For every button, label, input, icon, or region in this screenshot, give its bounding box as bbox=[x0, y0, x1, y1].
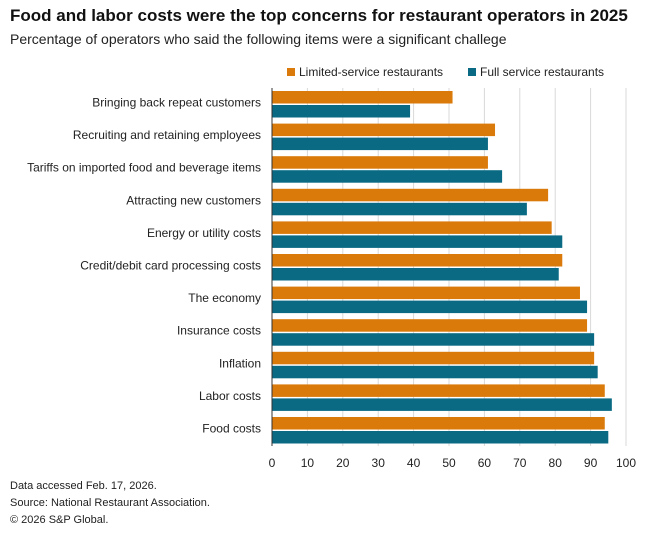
category-labels: Bringing back repeat customers Recruiting… bbox=[27, 96, 261, 436]
bar-limited-service bbox=[272, 384, 605, 397]
bar-full-service bbox=[272, 170, 503, 183]
bar-layer bbox=[272, 91, 612, 444]
bar-full-service bbox=[272, 137, 488, 151]
x-tick-label: 80 bbox=[549, 456, 563, 470]
bar-full-service bbox=[272, 431, 609, 444]
x-tick-label: 0 bbox=[269, 456, 276, 470]
chart-subtitle: Percentage of operators who said the fol… bbox=[10, 31, 507, 47]
bar-limited-service bbox=[272, 286, 580, 300]
category-label: Bringing back repeat customers bbox=[92, 96, 261, 110]
category-label: Tariffs on imported food and beverage it… bbox=[27, 161, 261, 175]
bar-limited-service bbox=[272, 188, 549, 202]
bar-full-service bbox=[272, 202, 527, 216]
x-tick-label: 30 bbox=[372, 456, 386, 470]
legend-label-limited: Limited-service restaurants bbox=[299, 65, 443, 79]
x-tick-label: 60 bbox=[478, 456, 492, 470]
bar-limited-service bbox=[272, 254, 563, 267]
bar-limited-service bbox=[272, 417, 605, 430]
category-label: Credit/debit card processing costs bbox=[80, 259, 261, 273]
category-label: Inflation bbox=[219, 356, 261, 370]
bar-full-service bbox=[272, 268, 559, 281]
bar-full-service bbox=[272, 398, 612, 411]
footer-copyright: © 2026 S&P Global. bbox=[10, 514, 109, 526]
x-tick-label: 90 bbox=[584, 456, 598, 470]
x-tick-label: 40 bbox=[407, 456, 421, 470]
bar-limited-service bbox=[272, 91, 453, 104]
x-tick-label: 20 bbox=[336, 456, 350, 470]
x-tick-label: 10 bbox=[301, 456, 315, 470]
chart-title: Food and labor costs were the top concer… bbox=[10, 6, 628, 25]
category-label: Labor costs bbox=[199, 389, 261, 403]
bar-full-service bbox=[272, 300, 588, 314]
category-label: Attracting new customers bbox=[126, 193, 261, 207]
footer-source: Source: National Restaurant Association. bbox=[10, 497, 210, 509]
bar-limited-service bbox=[272, 221, 552, 234]
legend-swatch-limited bbox=[287, 68, 295, 76]
category-label: Food costs bbox=[202, 422, 261, 436]
bar-limited-service bbox=[272, 156, 488, 169]
legend-label-full: Full service restaurants bbox=[480, 65, 604, 79]
footer-date: Data accessed Feb. 17, 2026. bbox=[10, 480, 157, 492]
legend-swatch-full bbox=[468, 68, 476, 76]
bar-full-service bbox=[272, 333, 595, 346]
bar-limited-service bbox=[272, 351, 595, 365]
x-tick-label: 70 bbox=[513, 456, 527, 470]
bar-limited-service bbox=[272, 123, 496, 137]
category-label: Recruiting and retaining employees bbox=[73, 128, 261, 142]
bar-limited-service bbox=[272, 319, 588, 332]
x-tick-label: 50 bbox=[442, 456, 456, 470]
category-label: Insurance costs bbox=[177, 324, 261, 338]
bar-full-service bbox=[272, 365, 598, 379]
category-label: The economy bbox=[188, 291, 261, 305]
category-label: Energy or utility costs bbox=[147, 226, 261, 240]
x-tick-label: 100 bbox=[616, 456, 636, 470]
legend: Limited-service restaurants Full service … bbox=[287, 65, 604, 79]
bar-full-service bbox=[272, 235, 563, 248]
bar-full-service bbox=[272, 105, 411, 118]
x-axis-ticks: 0 10 20 30 40 50 60 70 80 90 100 bbox=[269, 456, 637, 470]
